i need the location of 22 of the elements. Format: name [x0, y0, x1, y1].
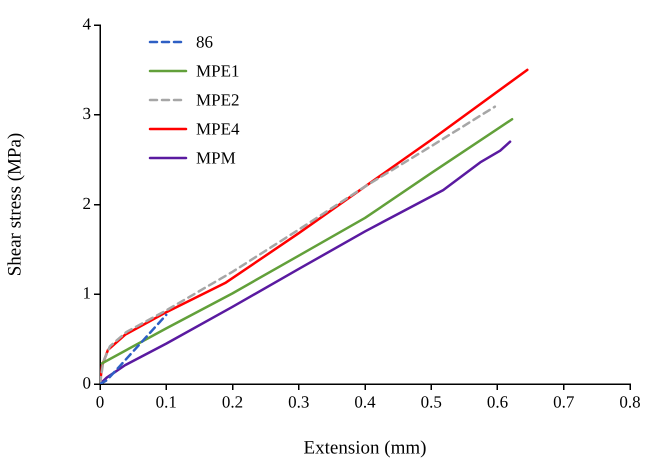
x-tick-label: 0.8 — [619, 392, 641, 412]
x-tick-label: 0.5 — [420, 392, 442, 412]
y-tick-label: 1 — [82, 284, 91, 303]
y-tick-label: 3 — [82, 104, 91, 124]
x-tick-label: 0.1 — [156, 392, 177, 412]
x-tick-label: 0 — [96, 392, 104, 412]
legend-label: MPE1 — [196, 61, 240, 80]
legend-label: 86 — [196, 32, 213, 52]
x-tick-label: 0.2 — [222, 392, 244, 412]
y-axis-title: Shear stress (MPa) — [4, 132, 26, 276]
y-tick-label: 2 — [82, 194, 91, 213]
line-series — [100, 314, 168, 384]
legend-label: MPE2 — [196, 90, 240, 110]
legend-label: MPM — [196, 148, 236, 168]
legend-label: MPE4 — [196, 119, 240, 138]
x-tick-label: 0.7 — [553, 392, 575, 412]
y-tick-label: 4 — [82, 14, 92, 34]
x-tick-label: 0.6 — [486, 392, 508, 412]
y-tick-label: 0 — [82, 373, 91, 392]
x-tick-label: 0.4 — [354, 392, 376, 412]
x-tick-label: 0.3 — [288, 392, 310, 412]
x-axis-title: Extension (mm) — [304, 438, 426, 459]
